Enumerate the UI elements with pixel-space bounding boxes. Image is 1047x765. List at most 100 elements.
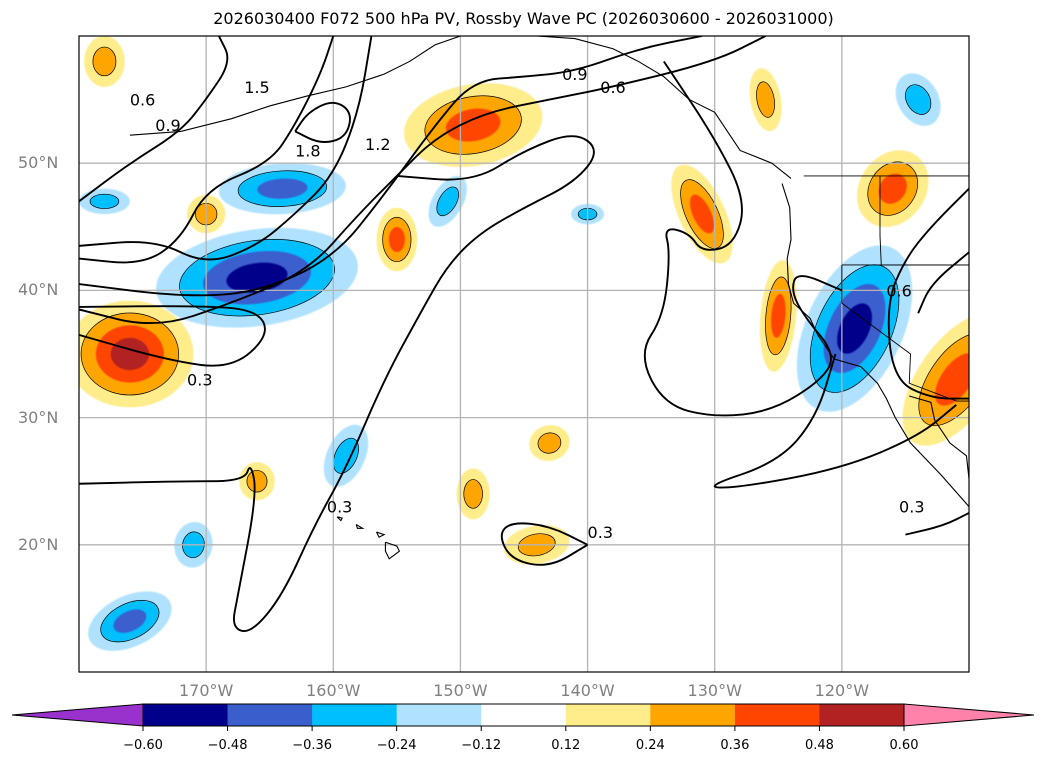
pv-contour-line	[294, 101, 351, 143]
coastline	[355, 523, 365, 529]
coastline	[485, 36, 792, 179]
pc-level-fill	[388, 226, 405, 253]
contour-label: 0.3	[899, 498, 924, 517]
pc-anomaly-positive	[671, 164, 733, 264]
lon-tick-label: 160°W	[306, 681, 361, 700]
pc-anomaly-positive	[749, 68, 782, 132]
lat-tick-label: 40°N	[18, 280, 59, 300]
contour-label: 0.3	[327, 498, 352, 517]
colorbar-tick-label: 0.24	[635, 738, 665, 753]
pv-contour-labels: 0.60.91.51.8 1.20.90.60.30.30.30.60.3	[130, 65, 925, 542]
pc-outline	[382, 217, 412, 263]
pv-contour-line	[500, 522, 589, 566]
pc-level-fill	[538, 432, 561, 454]
colorbar-segment	[227, 704, 313, 726]
pc-anomaly-negative	[895, 73, 941, 126]
lon-tick-label: 150°W	[433, 681, 488, 700]
pc-anomaly-positive	[456, 468, 490, 520]
contour-label: 1.2	[365, 135, 390, 154]
colorbar-tick-label: 0.36	[720, 738, 750, 753]
colorbar-segment	[565, 704, 651, 726]
coastline	[336, 516, 343, 522]
contour-label: 0.6	[600, 78, 625, 97]
pc-anomaly-positive	[529, 425, 570, 462]
contour-label: 0.3	[588, 523, 613, 542]
pc-level-fill	[113, 609, 147, 633]
pc-outline	[100, 600, 160, 643]
pc-outline	[680, 179, 724, 249]
colorbar-tick-label: −0.12	[461, 738, 502, 753]
colorbar-tick-label: 0.60	[889, 738, 919, 753]
pv-contour-line	[79, 36, 229, 203]
pc-outline	[237, 170, 328, 207]
pc-outline	[92, 46, 117, 77]
colorbar-tick-label: 0.12	[551, 738, 581, 753]
pc-level-fill	[771, 293, 786, 338]
pc-outline	[179, 239, 335, 317]
coastlines-borders	[129, 36, 969, 560]
pc-outline	[765, 276, 792, 356]
pc-level-fill	[246, 470, 268, 492]
pc-outline	[424, 95, 522, 155]
pv-contour-line	[79, 135, 595, 633]
coastline	[909, 395, 969, 479]
pc-outline	[756, 81, 775, 118]
pc-level-fill	[837, 303, 873, 354]
pc-outline	[436, 186, 459, 217]
pv-contour-line	[79, 305, 266, 367]
pv-contour-line	[643, 60, 843, 417]
colorbar-tick-label: −0.24	[376, 738, 417, 753]
pv-contour-line	[905, 512, 969, 536]
pc-outline	[537, 432, 562, 454]
contour-label: 0.3	[187, 370, 212, 389]
pc-anomaly-negative	[218, 163, 346, 215]
colorbar-segment	[481, 704, 567, 726]
coastline	[376, 531, 386, 538]
contour-label: 0.6	[886, 281, 911, 300]
pc-level-fill	[905, 84, 931, 115]
pv-contour-line	[887, 187, 969, 400]
pc-outline	[867, 161, 918, 216]
colorbar-segment	[734, 704, 820, 726]
colorbar-extend-min	[11, 703, 144, 727]
contour-label: 1.5	[244, 78, 269, 97]
colorbar-tick-label: 0.48	[804, 738, 834, 753]
pc-level-fill	[935, 353, 969, 406]
chart-title: 2026030400 F072 500 hPa PV, Rossby Wave …	[213, 9, 834, 28]
colorbar-tick-label: −0.48	[207, 738, 248, 753]
colorbar-segment	[650, 704, 736, 726]
pc-outline	[517, 533, 556, 557]
lon-tick-label: 140°W	[560, 681, 615, 700]
pc-outline	[182, 531, 205, 559]
lat-tick-label: 50°N	[18, 153, 59, 173]
pc-level-fill	[257, 178, 308, 199]
colorbar-segment	[312, 704, 398, 726]
colorbar	[11, 703, 1035, 731]
pc-anomaly-positive	[902, 313, 969, 446]
pc-anomaly-negative	[796, 245, 913, 412]
coastline	[781, 183, 969, 508]
colorbar-segment	[396, 704, 482, 726]
contour-label: 0.9	[155, 116, 180, 135]
pc-outline	[918, 332, 969, 426]
lon-tick-label: 170°W	[178, 681, 234, 700]
colorbar-segment	[819, 704, 905, 726]
pc-anomaly-positive	[79, 300, 194, 408]
pc-anomaly-negative	[428, 175, 467, 227]
pc-level-fill	[333, 438, 359, 474]
colorbar-outline	[142, 703, 905, 727]
pc-level-fill	[689, 194, 715, 234]
pc-anomaly-negative	[88, 591, 172, 651]
political-border	[841, 264, 969, 402]
pc-outline	[905, 84, 932, 115]
pc-outline	[80, 312, 179, 396]
pc-level-fill	[445, 108, 501, 142]
coastline	[384, 541, 401, 560]
pc-level-fill	[878, 173, 907, 204]
pc-level-fill	[92, 47, 116, 76]
contour-label: 1.8	[295, 141, 320, 160]
colorbar-extend-max	[903, 703, 1035, 727]
contour-label: 0.6	[130, 91, 155, 110]
coastline	[129, 36, 461, 136]
